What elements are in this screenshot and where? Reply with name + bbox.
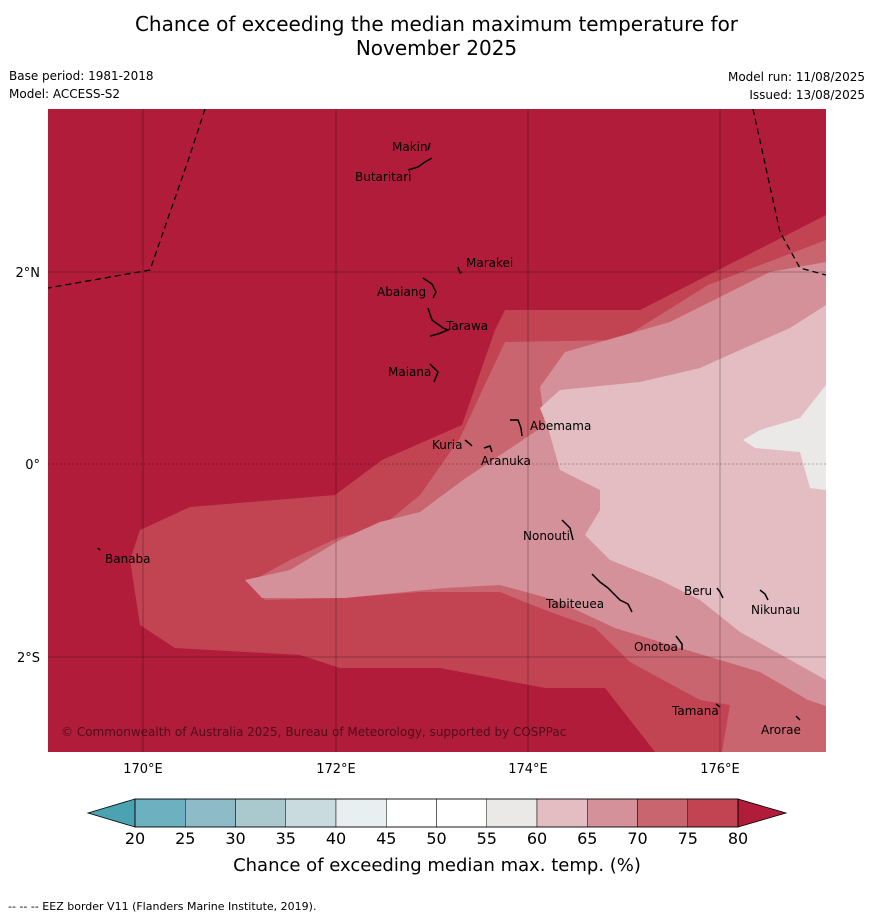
lat-label-2s: 2°S	[17, 651, 40, 666]
eez-footer-note: -- -- -- EEZ border V11 (Flanders Marine…	[8, 900, 317, 913]
colorbar: 20 25 30 35 40 45 50 55 60 65 70 75 80 Chance of exc…	[86, 798, 788, 876]
colorbar-cell	[235, 798, 286, 828]
label-beru: Beru	[684, 584, 712, 598]
lon-label-170: 170°E	[123, 762, 163, 777]
colorbar-tick-label: 30	[225, 829, 245, 848]
colorbar-cell	[637, 798, 688, 828]
copyright-notice: © Commonwealth of Australia 2025, Bureau…	[61, 725, 566, 739]
colorbar-cell	[536, 798, 588, 828]
colorbar-tick-label: 75	[678, 829, 698, 848]
colorbar-cells	[134, 798, 739, 828]
lon-label-176: 176°E	[700, 762, 740, 777]
colorbar-tick-label: 25	[175, 829, 195, 848]
lon-label-172: 172°E	[316, 762, 356, 777]
colorbar-tick-label: 35	[276, 829, 296, 848]
lat-label-2n: 2°N	[16, 266, 41, 281]
colorbar-cell	[486, 798, 538, 828]
issued-date: Issued: 13/08/2025	[749, 88, 865, 102]
colorbar-cell	[687, 798, 739, 828]
island-outlines	[97, 142, 801, 721]
label-butaritari: Butaritari	[355, 170, 412, 184]
colorbar-tick-label: 50	[426, 829, 446, 848]
colorbar-cell	[185, 798, 236, 828]
label-arorae: Arorae	[761, 723, 801, 737]
title-line-1: Chance of exceeding the median maximum t…	[134, 12, 739, 36]
label-aranuka: Aranuka	[481, 454, 531, 468]
label-maiana: Maiana	[388, 365, 431, 379]
colorbar-low-extend	[86, 798, 136, 828]
label-abaiang: Abaiang	[377, 285, 426, 299]
colorbar-cell	[587, 798, 638, 828]
graticule	[48, 109, 826, 752]
colorbar-cell	[335, 798, 387, 828]
colorbar-high-extend	[737, 798, 788, 828]
colorbar-tick-label: 20	[125, 829, 145, 848]
lat-label-0: 0°	[25, 458, 40, 473]
colorbar-ticks: 20 25 30 35 40 45 50 55 60 65 70 75 80	[125, 829, 748, 848]
map-title: Chance of exceeding the median maximum t…	[0, 12, 873, 60]
colorbar-tick-label: 45	[376, 829, 396, 848]
place-labels: Makin Butaritari Marakei Abaiang Tarawa …	[105, 140, 801, 737]
colorbar-tick-label: 65	[577, 829, 597, 848]
region-60-65	[540, 305, 826, 680]
colorbar-cell	[386, 798, 437, 828]
map-area: Makin Butaritari Marakei Abaiang Tarawa …	[48, 109, 826, 752]
colorbar-cell	[436, 798, 487, 828]
colorbar-tick-label: 60	[527, 829, 547, 848]
axis-labels: 170°E 172°E 174°E 176°E 2°N 0° 2°S	[16, 266, 740, 777]
model-name: Model: ACCESS-S2	[9, 87, 121, 101]
label-kuria: Kuria	[432, 438, 463, 452]
label-makin: Makin	[392, 140, 428, 154]
lon-label-174: 174°E	[508, 762, 548, 777]
model-run-date: Model run: 11/08/2025	[727, 70, 865, 84]
label-tarawa: Tarawa	[445, 319, 488, 333]
label-tamana: Tamana	[671, 704, 719, 718]
colorbar-tick-label: 40	[326, 829, 346, 848]
label-onotoa: Onotoa	[634, 640, 678, 654]
label-marakei: Marakei	[466, 256, 513, 270]
colorbar-tick-label: 70	[627, 829, 647, 848]
label-tabiteuea: Tabiteuea	[545, 597, 604, 611]
label-banaba: Banaba	[105, 552, 151, 566]
colorbar-tick-label: 80	[728, 829, 748, 848]
region-55-60	[743, 385, 826, 490]
colorbar-tick-label: 55	[477, 829, 497, 848]
colorbar-cell	[134, 798, 186, 828]
label-nikunau: Nikunau	[751, 603, 800, 617]
eez-border	[48, 109, 826, 289]
title-line-2: November 2025	[355, 36, 518, 60]
label-abemama: Abemama	[530, 419, 591, 433]
colorbar-cell	[285, 798, 337, 828]
label-nonouti: Nonouti	[523, 529, 570, 543]
base-period: Base period: 1981-2018	[9, 69, 154, 83]
colorbar-frame	[134, 798, 739, 828]
colorbar-label: Chance of exceeding median max. temp. (%…	[233, 855, 641, 876]
